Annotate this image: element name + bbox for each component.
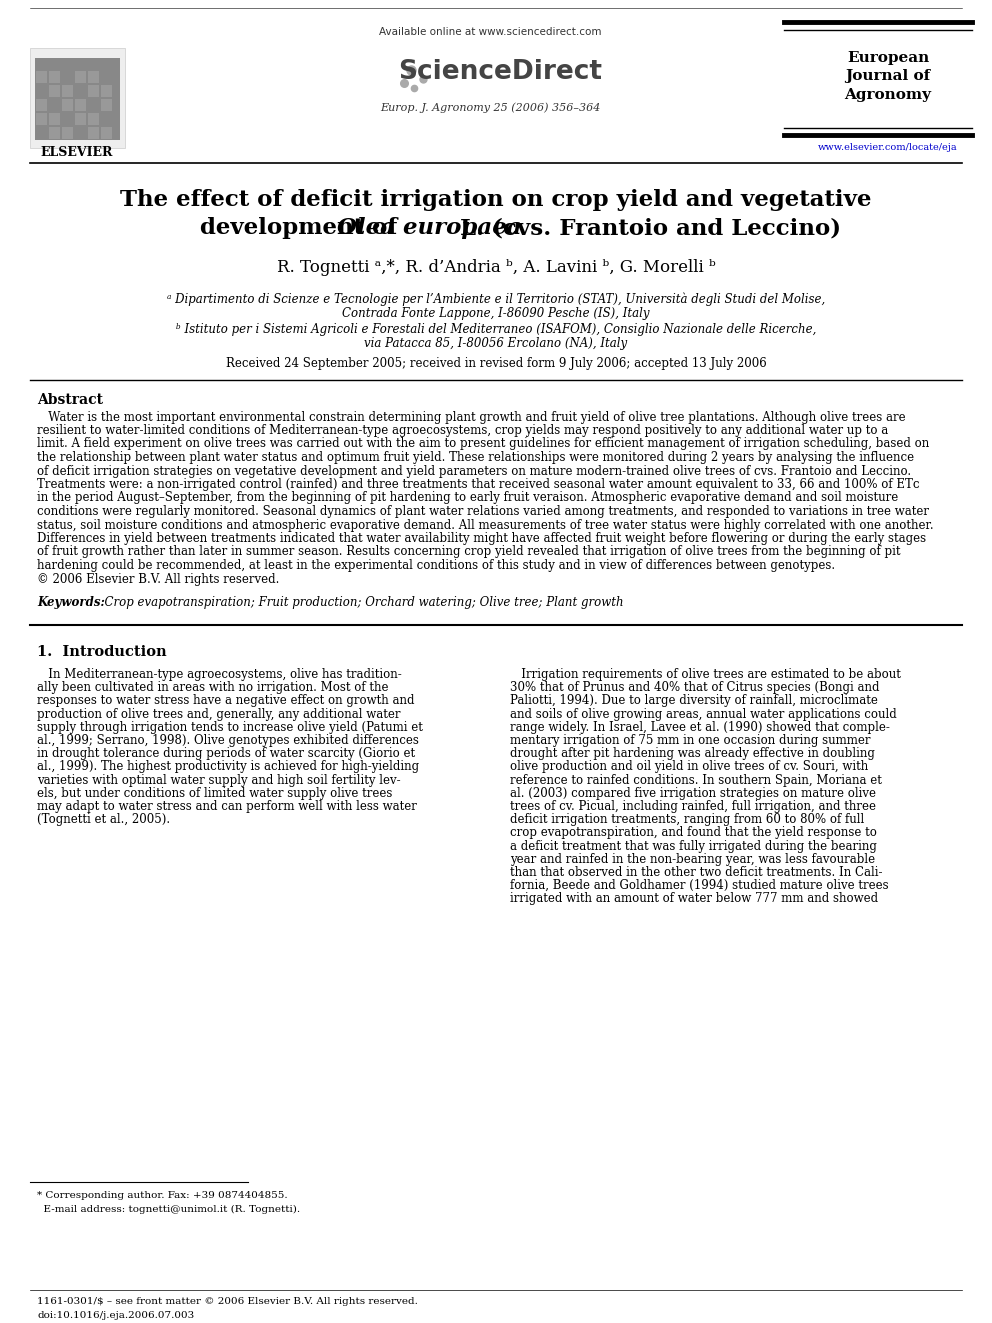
Text: al. (2003) compared five irrigation strategies on mature olive: al. (2003) compared five irrigation stra… [510,787,876,800]
Text: irrigated with an amount of water below 777 mm and showed: irrigated with an amount of water below … [510,893,878,905]
Text: the relationship between plant water status and optimum fruit yield. These relat: the relationship between plant water sta… [37,451,914,464]
Text: via Patacca 85, I-80056 Ercolano (NA), Italy: via Patacca 85, I-80056 Ercolano (NA), I… [364,337,628,351]
Text: Irrigation requirements of olive trees are estimated to be about: Irrigation requirements of olive trees a… [510,668,901,681]
Text: fornia, Beede and Goldhamer (1994) studied mature olive trees: fornia, Beede and Goldhamer (1994) studi… [510,880,889,892]
Bar [101,85,112,97]
Bar [75,112,86,124]
Text: al., 1999). The highest productivity is achieved for high-yielding: al., 1999). The highest productivity is … [37,761,420,774]
Text: * Corresponding author. Fax: +39 0874404855.: * Corresponding author. Fax: +39 0874404… [37,1192,288,1200]
Text: www.elsevier.com/locate/eja: www.elsevier.com/locate/eja [818,143,958,152]
Bar [62,99,73,111]
Text: range widely. In Israel, Lavee et al. (1990) showed that comple-: range widely. In Israel, Lavee et al. (1… [510,721,890,734]
Text: and soils of olive growing areas, annual water applications could: and soils of olive growing areas, annual… [510,708,897,721]
Text: ally been cultivated in areas with no irrigation. Most of the: ally been cultivated in areas with no ir… [37,681,389,695]
Text: reference to rainfed conditions. In southern Spain, Moriana et: reference to rainfed conditions. In sout… [510,774,882,787]
Text: year and rainfed in the non-bearing year, was less favourable: year and rainfed in the non-bearing year… [510,853,875,865]
Text: Differences in yield between treatments indicated that water availability might : Differences in yield between treatments … [37,532,927,545]
Text: Treatments were: a non-irrigated control (rainfed) and three treatments that rec: Treatments were: a non-irrigated control… [37,478,920,491]
Text: R. Tognetti ᵃ,*, R. d’Andria ᵇ, A. Lavini ᵇ, G. Morelli ᵇ: R. Tognetti ᵃ,*, R. d’Andria ᵇ, A. Lavin… [277,259,715,277]
Bar [62,127,73,139]
Text: Crop evapotranspiration; Fruit production; Orchard watering; Olive tree; Plant g: Crop evapotranspiration; Fruit productio… [97,595,624,609]
Text: development of: development of [200,217,406,239]
Text: ᵃ Dipartimento di Scienze e Tecnologie per l’Ambiente e il Territorio (STAT), Un: ᵃ Dipartimento di Scienze e Tecnologie p… [167,292,825,306]
Bar [35,58,120,140]
Text: a deficit treatment that was fully irrigated during the bearing: a deficit treatment that was fully irrig… [510,840,877,852]
Text: deficit irrigation treatments, ranging from 60 to 80% of full: deficit irrigation treatments, ranging f… [510,814,864,826]
Text: varieties with optimal water supply and high soil fertility lev-: varieties with optimal water supply and … [37,774,401,787]
Bar [49,85,60,97]
Text: Olea europaea: Olea europaea [337,217,522,239]
Bar [88,71,99,83]
Text: limit. A field experiment on olive trees was carried out with the aim to present: limit. A field experiment on olive trees… [37,438,930,451]
Text: hardening could be recommended, at least in the experimental conditions of this : hardening could be recommended, at least… [37,560,835,572]
Bar [36,112,47,124]
Bar [88,112,99,124]
Text: Europ. J. Agronomy 25 (2006) 356–364: Europ. J. Agronomy 25 (2006) 356–364 [380,103,600,114]
Bar [49,127,60,139]
Text: Agronomy: Agronomy [844,89,931,102]
Text: than that observed in the other two deficit treatments. In Cali-: than that observed in the other two defi… [510,867,883,878]
Bar [49,71,60,83]
Bar [62,85,73,97]
Text: in drought tolerance during periods of water scarcity (Giorio et: in drought tolerance during periods of w… [37,747,415,761]
Text: drought after pit hardening was already effective in doubling: drought after pit hardening was already … [510,747,875,761]
Text: © 2006 Elsevier B.V. All rights reserved.: © 2006 Elsevier B.V. All rights reserved… [37,573,280,586]
Text: doi:10.1016/j.eja.2006.07.003: doi:10.1016/j.eja.2006.07.003 [37,1311,194,1319]
Bar [36,71,47,83]
Text: Paliotti, 1994). Due to large diversity of rainfall, microclimate: Paliotti, 1994). Due to large diversity … [510,695,878,708]
Text: in the period August–September, from the beginning of pit hardening to early fru: in the period August–September, from the… [37,492,898,504]
Text: olive production and oil yield in olive trees of cv. Souri, with: olive production and oil yield in olive … [510,761,868,774]
Text: of deficit irrigation strategies on vegetative development and yield parameters : of deficit irrigation strategies on vege… [37,464,911,478]
Bar [75,99,86,111]
Text: status, soil moisture conditions and atmospheric evaporative demand. All measure: status, soil moisture conditions and atm… [37,519,933,532]
Text: resilient to water-limited conditions of Mediterranean-type agroecosystems, crop: resilient to water-limited conditions of… [37,423,888,437]
Text: els, but under conditions of limited water supply olive trees: els, but under conditions of limited wat… [37,787,393,800]
Text: may adapt to water stress and can perform well with less water: may adapt to water stress and can perfor… [37,800,417,814]
Text: In Mediterranean-type agroecosystems, olive has tradition-: In Mediterranean-type agroecosystems, ol… [37,668,402,681]
Text: (Tognetti et al., 2005).: (Tognetti et al., 2005). [37,814,170,826]
Bar [88,127,99,139]
Bar [30,48,125,148]
Text: al., 1999; Serrano, 1998). Olive genotypes exhibited differences: al., 1999; Serrano, 1998). Olive genotyp… [37,734,419,747]
Bar [88,85,99,97]
Text: conditions were regularly monitored. Seasonal dynamics of plant water relations : conditions were regularly monitored. Sea… [37,505,929,519]
Text: Keywords:: Keywords: [37,595,105,609]
Text: of fruit growth rather than later in summer season. Results concerning crop yiel: of fruit growth rather than later in sum… [37,545,901,558]
Text: Journal of: Journal of [845,69,930,83]
Text: 30% that of Prunus and 40% that of Citrus species (Bongi and: 30% that of Prunus and 40% that of Citru… [510,681,880,695]
Text: 1161-0301/$ – see front matter © 2006 Elsevier B.V. All rights reserved.: 1161-0301/$ – see front matter © 2006 El… [37,1298,418,1307]
Text: Abstract: Abstract [37,393,103,407]
Text: mentary irrigation of 75 mm in one occasion during summer: mentary irrigation of 75 mm in one occas… [510,734,871,747]
Bar [101,127,112,139]
Text: supply through irrigation tends to increase olive yield (Patumi et: supply through irrigation tends to incre… [37,721,423,734]
Text: crop evapotranspiration, and found that the yield response to: crop evapotranspiration, and found that … [510,827,877,839]
Text: ᵇ Istituto per i Sistemi Agricoli e Forestali del Mediterraneo (ISAFOM), Consigl: ᵇ Istituto per i Sistemi Agricoli e Fore… [176,324,816,336]
Text: L. (cvs. Frantoio and Leccino): L. (cvs. Frantoio and Leccino) [452,217,841,239]
Bar [75,71,86,83]
Text: E-mail address: tognetti@unimol.it (R. Tognetti).: E-mail address: tognetti@unimol.it (R. T… [37,1204,301,1213]
Text: production of olive trees and, generally, any additional water: production of olive trees and, generally… [37,708,401,721]
Bar [49,112,60,124]
Text: Water is the most important environmental constrain determining plant growth and: Water is the most important environmenta… [37,410,906,423]
Text: trees of cv. Picual, including rainfed, full irrigation, and three: trees of cv. Picual, including rainfed, … [510,800,876,814]
Text: ELSEVIER: ELSEVIER [41,146,113,159]
Text: ScienceDirect: ScienceDirect [398,60,602,85]
Text: The effect of deficit irrigation on crop yield and vegetative: The effect of deficit irrigation on crop… [120,189,872,210]
Text: 1.  Introduction: 1. Introduction [37,646,167,659]
Text: responses to water stress have a negative effect on growth and: responses to water stress have a negativ… [37,695,415,708]
Bar [101,99,112,111]
Bar [36,99,47,111]
Text: Contrada Fonte Lappone, I-86090 Pesche (IS), Italy: Contrada Fonte Lappone, I-86090 Pesche (… [342,307,650,319]
Text: Received 24 September 2005; received in revised form 9 July 2006; accepted 13 Ju: Received 24 September 2005; received in … [225,357,767,370]
Text: Available online at www.sciencedirect.com: Available online at www.sciencedirect.co… [379,26,601,37]
Text: European: European [847,52,930,65]
